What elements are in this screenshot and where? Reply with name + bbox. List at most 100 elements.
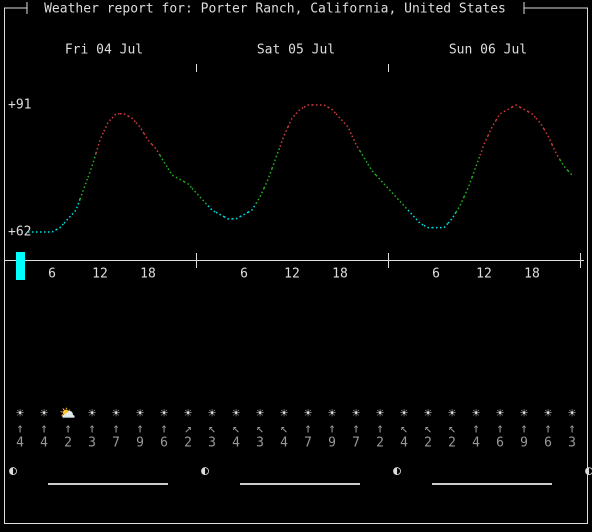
weather-icon: ☀ (496, 407, 504, 422)
weather-icon: ☀ (88, 407, 96, 422)
wind-speed: 3 (568, 436, 576, 451)
temperature-dot (463, 177, 473, 198)
temperature-dot (440, 222, 449, 229)
wind-arrow: ↑ (352, 422, 360, 437)
wind-speed: 9 (520, 436, 528, 451)
temperature-dot (183, 180, 193, 189)
wind-arrow: ↑ (544, 422, 552, 437)
wind-arrow: ↑ (496, 422, 504, 437)
wind-speed: 2 (64, 436, 72, 451)
wind-arrow: ↖ (280, 422, 288, 437)
weather-icon: ☀ (40, 407, 48, 422)
moon-phase: ◐ (585, 464, 592, 479)
temperature-dot (519, 106, 529, 113)
weather-icon: ☀ (424, 407, 432, 422)
weather-icon: ☀ (112, 407, 120, 422)
temperature-dot (423, 224, 432, 229)
hour-label: 18 (332, 267, 348, 282)
temperature-dot (303, 104, 312, 108)
wind-arrow: ↖ (400, 422, 408, 437)
wind-speed: 2 (448, 436, 456, 451)
y-tick-label: +62 (8, 225, 31, 240)
wind-speed: 4 (40, 436, 48, 451)
wind-speed: 6 (496, 436, 504, 451)
moon-phase: ◐ (9, 464, 17, 479)
wind-speed: 9 (328, 436, 336, 451)
weather-icon: ☀ (568, 407, 576, 422)
temperature-dot (207, 205, 217, 213)
wind-arrow: ↑ (328, 422, 336, 437)
current-time-marker (16, 252, 25, 280)
wind-speed: 2 (184, 436, 192, 451)
temperature-dot (87, 152, 97, 178)
temperature-dot (215, 211, 225, 218)
wind-speed: 7 (112, 436, 120, 451)
title: Weather report for: Porter Ranch, Califo… (44, 2, 506, 17)
temperature-dot (48, 229, 57, 233)
moon-phase: ◐ (393, 464, 401, 479)
temperature-dot (223, 216, 232, 220)
temperature-dot (567, 170, 573, 176)
wind-arrow: ↑ (568, 422, 576, 437)
weather-icon: ☀ (208, 407, 216, 422)
wind-speed: 7 (352, 436, 360, 451)
wind-arrow: ↑ (112, 422, 120, 437)
wind-speed: 4 (232, 436, 240, 451)
weather-icon: ☀ (400, 407, 408, 422)
wind-speed: 4 (400, 436, 408, 451)
temperature-dot (55, 222, 65, 231)
weather-icon: ☀ (472, 407, 480, 422)
wind-arrow: ↖ (424, 422, 432, 437)
frame (4, 2, 588, 524)
temperature-dot (95, 130, 105, 154)
wind-speed: 3 (88, 436, 96, 451)
wind-arrow: ↑ (520, 422, 528, 437)
day-label: Sat 05 Jul (257, 43, 335, 58)
weather-icon: ☀ (184, 407, 192, 422)
temperature-dot (111, 113, 120, 119)
wind-speed: 2 (424, 436, 432, 451)
weather-icon: ☀ (352, 407, 360, 422)
temperature-dot (503, 106, 513, 113)
temperature-dot (320, 104, 329, 108)
wind-arrow: ↖ (232, 422, 240, 437)
wind-arrow: ↑ (16, 422, 24, 437)
wind-speed: 4 (16, 436, 24, 451)
hour-label: 18 (524, 267, 540, 282)
hour-label: 12 (284, 267, 300, 282)
day-label: Fri 04 Jul (65, 43, 143, 58)
hour-label: 12 (92, 267, 108, 282)
weather-icon: ☀ (160, 407, 168, 422)
temperature-dot (247, 203, 257, 213)
temperature-dot (175, 176, 185, 183)
temperature-dot (327, 106, 337, 115)
wind-speed: 7 (304, 436, 312, 451)
temperature-dot (511, 104, 521, 108)
wind-arrow: ↖ (256, 422, 264, 437)
weather-icon: ☀ (304, 407, 312, 422)
weather-icon: ☀ (280, 407, 288, 422)
hour-label: 6 (240, 267, 248, 282)
weather-icon: ☀ (544, 407, 552, 422)
day-label: Sun 06 Jul (449, 43, 527, 58)
temperature-dot (263, 168, 273, 189)
weather-icon: ☀ (232, 407, 240, 422)
temperature-dot (127, 115, 137, 124)
weather-icon: ☀ (520, 407, 528, 422)
wind-arrow: ↑ (472, 422, 480, 437)
hour-label: 18 (140, 267, 156, 282)
wind-arrow: ↑ (160, 422, 168, 437)
hour-label: 6 (432, 267, 440, 282)
weather-icon: ☀ (448, 407, 456, 422)
wind-speed: 9 (136, 436, 144, 451)
wind-speed: 6 (160, 436, 168, 451)
wind-arrow: ↖ (448, 422, 456, 437)
weather-icon: ⛅ (60, 407, 76, 422)
wind-arrow: ↗ (184, 422, 192, 437)
temperature-dot (415, 218, 425, 227)
temperature-dot (343, 122, 353, 136)
wind-arrow: ↑ (376, 422, 384, 437)
wind-speed: 3 (208, 436, 216, 451)
